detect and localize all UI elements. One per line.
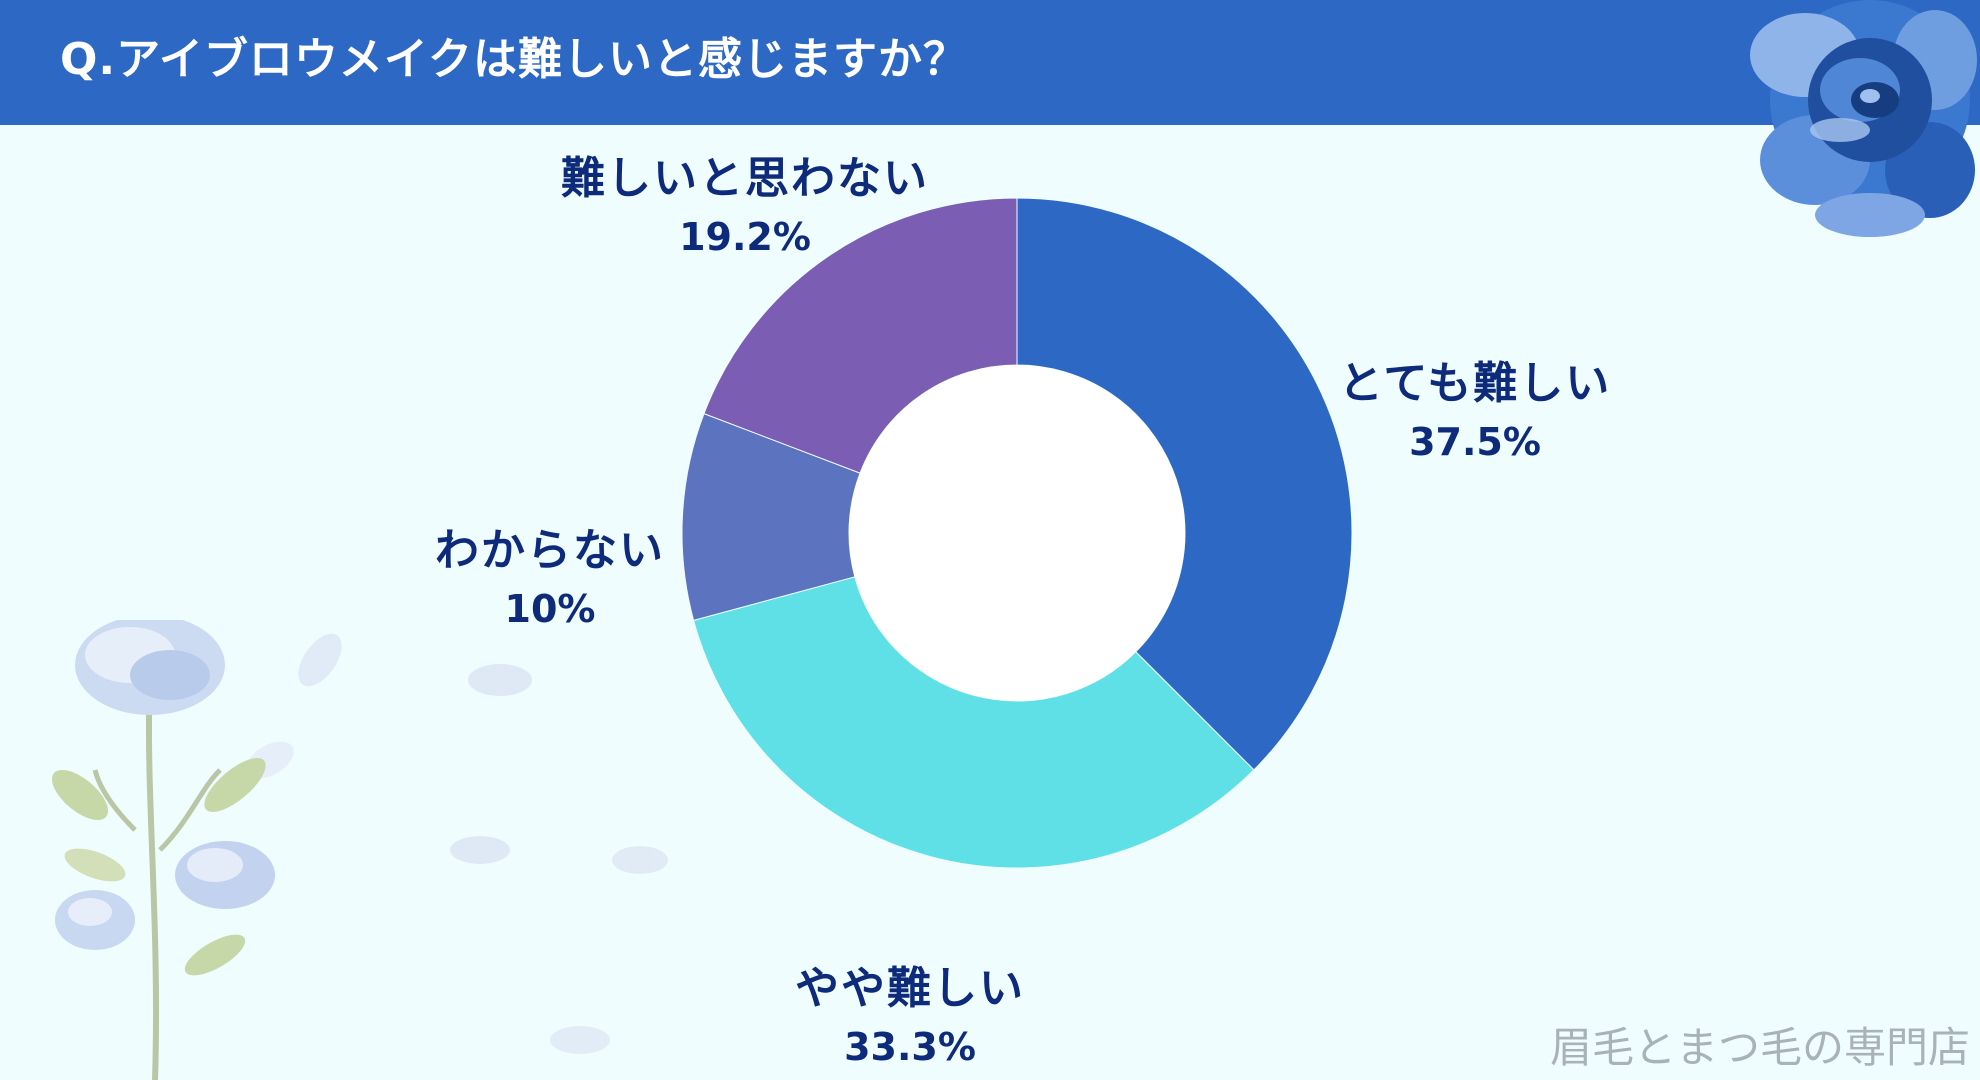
slice-label-dont-know: わからない 10% [420,522,680,638]
slice-label-not-hard: 難しいと思わない 19.2% [545,150,945,266]
slice-label-name: 難しいと思わない [561,153,929,204]
donut-slices [681,197,1353,869]
header-bar [0,0,1980,125]
slice-label-name: わからない [435,525,665,576]
slice-label-name: やや難しい [795,963,1025,1014]
slice-label-value: 37.5% [1409,420,1541,464]
slice-label-somewhat-hard: やや難しい 33.3% [760,960,1060,1076]
blue-rose-icon [1750,0,1977,237]
page-title: Q.アイブロウメイクは難しいと感じますか？ [60,34,969,85]
slice-label-value: 10% [504,587,596,631]
slice-label-name: とても難しい [1338,358,1612,409]
blue-flower-icon [51,620,668,1080]
watermark-text: 眉毛とまつ毛の専門店 [1549,1023,1970,1072]
donut-hole [849,365,1185,701]
slice-label-value: 33.3% [844,1025,976,1069]
slice-label-very-hard: とても難しい 37.5% [1330,355,1620,471]
slice-label-value: 19.2% [679,215,811,259]
